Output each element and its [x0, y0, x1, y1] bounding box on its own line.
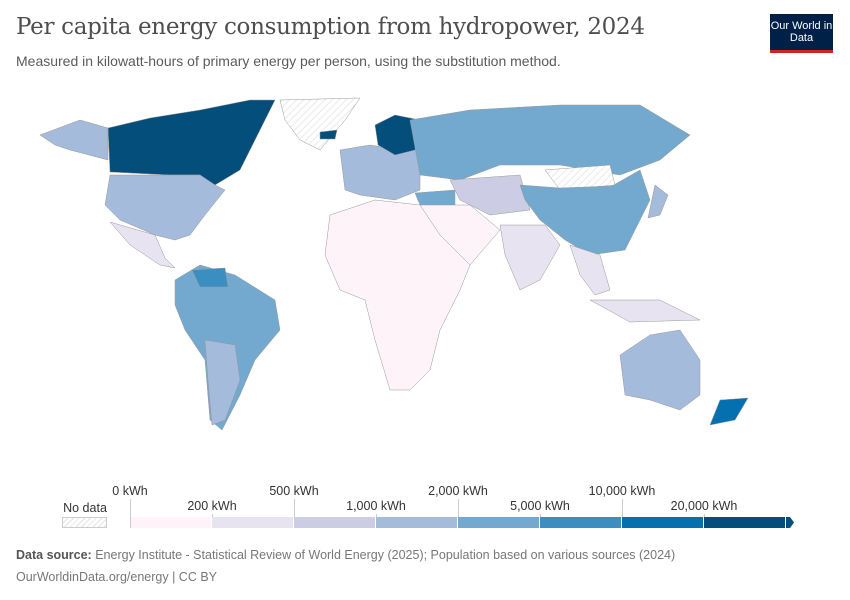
legend-tick: [212, 514, 213, 517]
data-source-text: Energy Institute - Statistical Review of…: [95, 548, 676, 562]
legend-tick: [294, 499, 295, 517]
legend-label: 2,000 kWh: [428, 484, 488, 498]
url-license[interactable]: OurWorldinData.org/energy | CC BY: [16, 570, 218, 584]
legend-tick: [622, 499, 623, 517]
chart-title: Per capita energy consumption from hydro…: [16, 14, 645, 40]
legend-swatch: [540, 517, 622, 528]
legend-label: 5,000 kWh: [510, 499, 570, 513]
map-region-japan[interactable]: [647, 184, 669, 219]
legend-swatch: [622, 517, 704, 528]
legend-no-data-swatch: [62, 517, 107, 528]
map-region-iceland[interactable]: [319, 129, 338, 140]
legend-tick: [540, 514, 541, 517]
legend-swatch: [294, 517, 376, 528]
map-region-india[interactable]: [499, 224, 561, 291]
map-region-southeast-asia[interactable]: [569, 244, 611, 296]
legend-tick: [130, 499, 131, 517]
legend-swatch: [704, 517, 786, 528]
map-region-europe[interactable]: [339, 139, 421, 201]
legend-label: 20,000 kWh: [670, 499, 738, 513]
map-region-turkey[interactable]: [414, 189, 456, 206]
legend-label: 500 kWh: [269, 484, 319, 498]
map-region-alaska[interactable]: [39, 119, 109, 161]
data-source: Data source: Energy Institute - Statisti…: [16, 548, 675, 562]
owid-logo[interactable]: Our World in Data: [770, 14, 833, 53]
legend-swatch: [212, 517, 294, 528]
legend-swatch: [130, 517, 212, 528]
map-region-venezuela[interactable]: [191, 267, 229, 288]
map-region-australia[interactable]: [619, 329, 701, 411]
legend-swatch: [376, 517, 458, 528]
map-region-mexico[interactable]: [109, 221, 176, 269]
map-region-middle-east[interactable]: [419, 204, 501, 266]
map-region-indonesia[interactable]: [589, 299, 701, 323]
map-legend: No data 0 kWh 200 kWh 500 kWh 1,000 kWh 2,00…: [0, 480, 850, 530]
chart-subtitle: Measured in kilowatt-hours of primary en…: [16, 53, 561, 69]
legend-tick: [458, 499, 459, 517]
map-region-china[interactable]: [519, 169, 651, 256]
legend-arrow-icon: [786, 517, 794, 528]
legend-tick: [704, 514, 705, 517]
legend-no-data-label: No data: [63, 501, 107, 515]
map-region-new-zealand[interactable]: [709, 397, 749, 426]
map-region-canada[interactable]: [107, 99, 276, 186]
map-region-greenland[interactable]: [279, 97, 361, 151]
legend-tick: [376, 514, 377, 517]
data-source-label: Data source:: [16, 548, 92, 562]
legend-label: 0 kWh: [112, 484, 148, 498]
legend-label: 10,000 kWh: [588, 484, 656, 498]
map-region-norway-and-sweden[interactable]: [374, 114, 421, 156]
map-region-united-states[interactable]: [104, 174, 226, 241]
map-region-russia[interactable]: [409, 104, 691, 181]
legend-label: 200 kWh: [187, 499, 237, 513]
world-map: [39, 97, 749, 431]
legend-label: 1,000 kWh: [346, 499, 406, 513]
legend-swatch: [458, 517, 540, 528]
map-region-argentina[interactable]: [204, 339, 241, 426]
